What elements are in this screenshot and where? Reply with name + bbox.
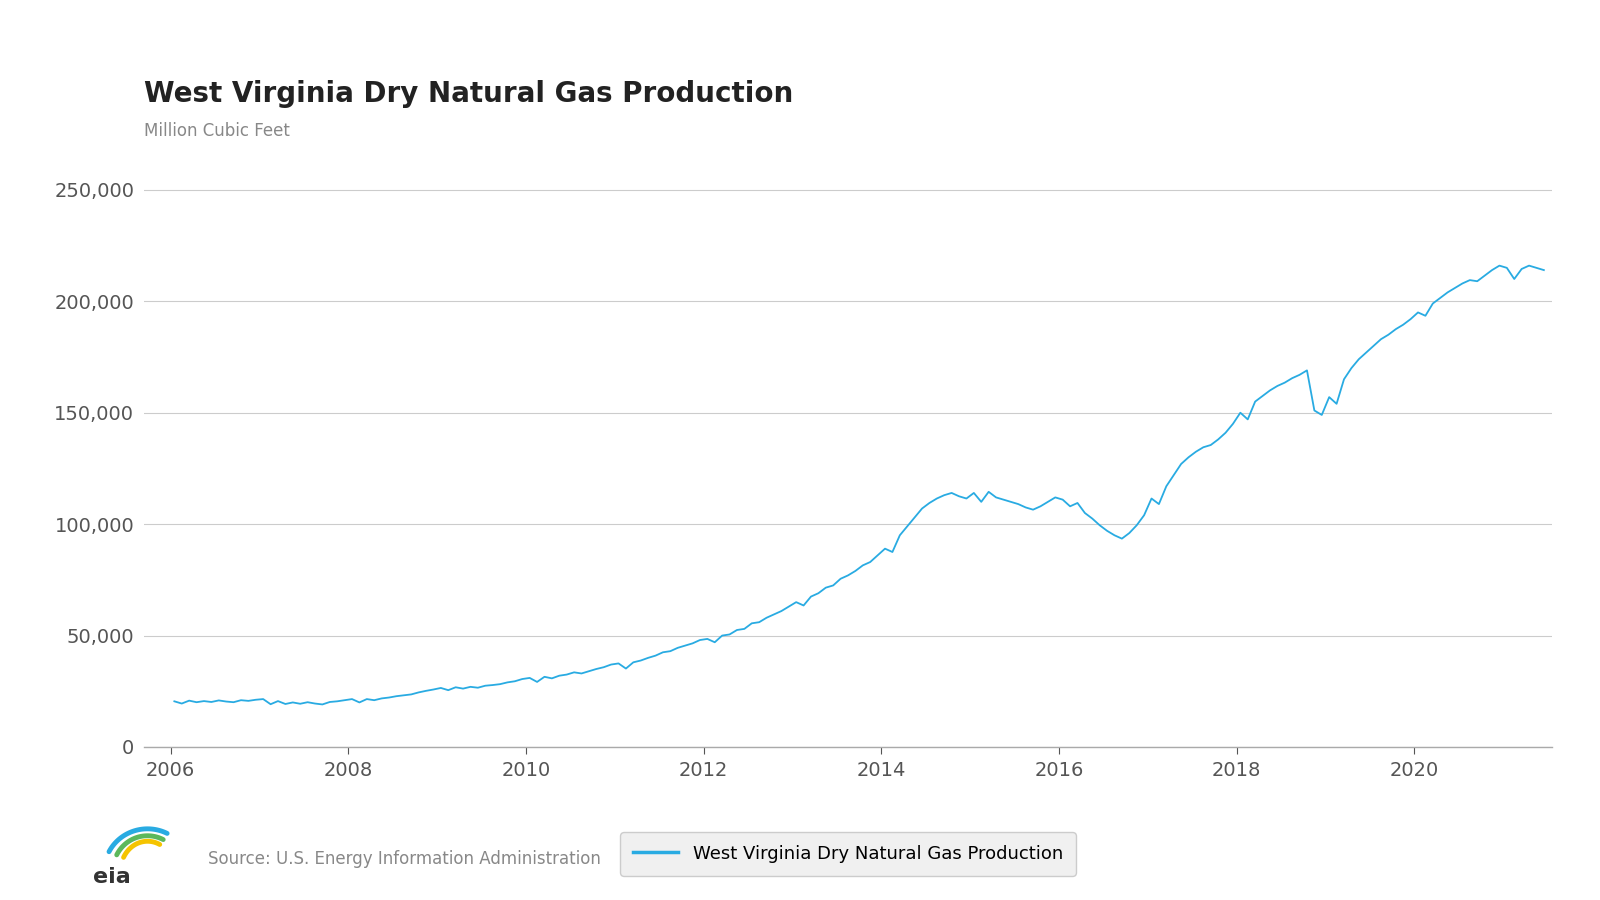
Text: Million Cubic Feet: Million Cubic Feet <box>144 122 290 140</box>
Text: Source: U.S. Energy Information Administration: Source: U.S. Energy Information Administ… <box>208 850 602 868</box>
Legend: West Virginia Dry Natural Gas Production: West Virginia Dry Natural Gas Production <box>621 832 1075 876</box>
Text: eia: eia <box>93 867 131 887</box>
Text: West Virginia Dry Natural Gas Production: West Virginia Dry Natural Gas Production <box>144 80 794 108</box>
